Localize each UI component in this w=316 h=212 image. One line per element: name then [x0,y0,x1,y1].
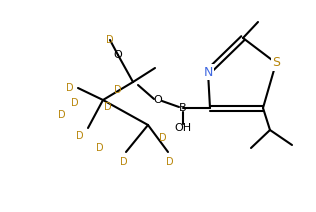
Text: D: D [66,83,74,93]
Text: OH: OH [174,123,191,133]
Text: D: D [76,131,84,141]
Text: B: B [179,103,187,113]
Text: D: D [96,143,104,153]
Text: D: D [58,110,66,120]
Text: D: D [106,35,114,45]
Text: D: D [120,157,128,167]
Text: D: D [159,133,167,143]
Text: D: D [166,157,174,167]
Text: D: D [71,98,79,108]
Text: N: N [203,66,213,78]
Text: D: D [114,85,122,95]
Text: O: O [114,50,122,60]
Text: S: S [272,57,280,70]
Text: D: D [104,102,112,112]
Text: O: O [154,95,162,105]
